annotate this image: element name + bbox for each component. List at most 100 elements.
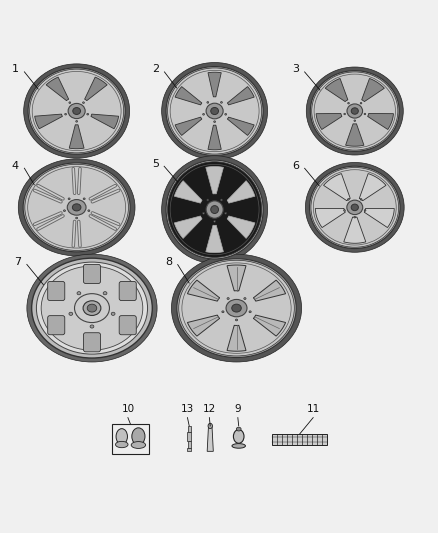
- Ellipse shape: [168, 68, 261, 154]
- FancyBboxPatch shape: [83, 333, 100, 352]
- Ellipse shape: [206, 201, 223, 218]
- Ellipse shape: [347, 104, 363, 118]
- Ellipse shape: [111, 312, 115, 316]
- Bar: [187, 448, 191, 451]
- Ellipse shape: [311, 167, 399, 247]
- Ellipse shape: [310, 71, 399, 151]
- Ellipse shape: [87, 304, 97, 312]
- Polygon shape: [344, 217, 366, 243]
- Polygon shape: [315, 208, 345, 228]
- Ellipse shape: [76, 120, 78, 122]
- Ellipse shape: [41, 266, 143, 350]
- Ellipse shape: [69, 102, 71, 103]
- Ellipse shape: [207, 102, 208, 103]
- Polygon shape: [187, 315, 219, 336]
- Ellipse shape: [233, 430, 244, 443]
- Text: 5: 5: [152, 159, 159, 168]
- Ellipse shape: [221, 102, 223, 103]
- Ellipse shape: [18, 159, 135, 256]
- Polygon shape: [174, 216, 202, 238]
- Text: 6: 6: [292, 161, 299, 171]
- Ellipse shape: [179, 260, 294, 356]
- Ellipse shape: [68, 198, 70, 199]
- Polygon shape: [227, 325, 246, 351]
- Ellipse shape: [76, 217, 78, 219]
- Polygon shape: [325, 78, 348, 102]
- Ellipse shape: [32, 258, 152, 358]
- Bar: [272, 434, 327, 445]
- Text: 12: 12: [203, 404, 216, 414]
- Ellipse shape: [351, 108, 358, 114]
- Ellipse shape: [68, 103, 85, 119]
- Ellipse shape: [348, 199, 349, 200]
- Ellipse shape: [344, 209, 345, 211]
- Ellipse shape: [226, 300, 247, 317]
- Polygon shape: [35, 114, 62, 129]
- Ellipse shape: [116, 441, 128, 448]
- Ellipse shape: [168, 161, 261, 257]
- Ellipse shape: [90, 325, 94, 328]
- Ellipse shape: [211, 206, 219, 214]
- Ellipse shape: [64, 210, 65, 212]
- Text: 7: 7: [14, 257, 21, 267]
- Polygon shape: [208, 125, 221, 150]
- Polygon shape: [69, 125, 84, 149]
- Ellipse shape: [131, 442, 145, 448]
- Polygon shape: [362, 78, 385, 102]
- Text: 3: 3: [292, 64, 299, 75]
- Ellipse shape: [211, 108, 219, 115]
- Ellipse shape: [207, 199, 208, 201]
- Polygon shape: [254, 280, 286, 301]
- Ellipse shape: [132, 428, 145, 445]
- Ellipse shape: [214, 121, 215, 123]
- Ellipse shape: [208, 423, 212, 429]
- Ellipse shape: [88, 210, 90, 212]
- Polygon shape: [227, 265, 246, 291]
- Ellipse shape: [347, 200, 363, 215]
- Ellipse shape: [354, 120, 356, 122]
- Ellipse shape: [72, 204, 81, 211]
- Ellipse shape: [360, 199, 362, 200]
- Ellipse shape: [73, 108, 81, 115]
- Ellipse shape: [344, 113, 346, 115]
- Polygon shape: [207, 426, 213, 451]
- Ellipse shape: [364, 113, 366, 115]
- Polygon shape: [175, 86, 202, 105]
- Ellipse shape: [221, 199, 223, 201]
- Ellipse shape: [237, 427, 241, 431]
- Ellipse shape: [83, 301, 101, 316]
- Text: 4: 4: [12, 161, 19, 171]
- Ellipse shape: [225, 114, 226, 115]
- Bar: [112, 424, 149, 454]
- Ellipse shape: [23, 163, 130, 252]
- Polygon shape: [46, 77, 69, 101]
- Ellipse shape: [232, 304, 241, 312]
- Ellipse shape: [360, 102, 362, 104]
- Ellipse shape: [206, 103, 223, 119]
- Polygon shape: [174, 181, 202, 203]
- FancyBboxPatch shape: [119, 281, 136, 301]
- Ellipse shape: [348, 102, 350, 104]
- Ellipse shape: [203, 114, 205, 115]
- Polygon shape: [316, 114, 342, 130]
- Ellipse shape: [171, 254, 302, 362]
- Polygon shape: [206, 225, 223, 253]
- Polygon shape: [364, 208, 394, 228]
- Ellipse shape: [24, 64, 130, 158]
- Ellipse shape: [203, 212, 205, 214]
- Ellipse shape: [166, 67, 263, 156]
- Ellipse shape: [354, 216, 356, 218]
- Ellipse shape: [244, 297, 246, 300]
- Ellipse shape: [36, 262, 148, 354]
- Ellipse shape: [162, 156, 268, 263]
- Text: 8: 8: [165, 257, 172, 267]
- FancyBboxPatch shape: [119, 316, 136, 335]
- Ellipse shape: [30, 69, 124, 153]
- Polygon shape: [91, 114, 119, 129]
- Ellipse shape: [364, 209, 366, 211]
- Polygon shape: [208, 72, 221, 97]
- Ellipse shape: [166, 160, 263, 259]
- Polygon shape: [206, 166, 223, 194]
- Text: 13: 13: [181, 404, 194, 414]
- Ellipse shape: [67, 199, 86, 215]
